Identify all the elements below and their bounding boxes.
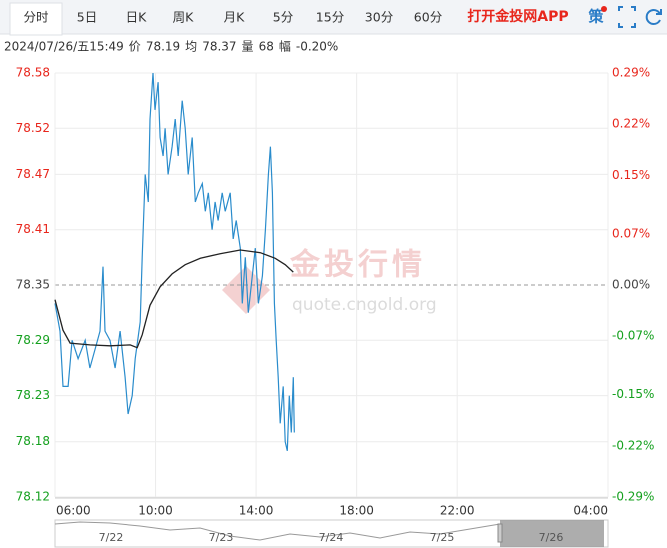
- y-tick-label: 78.47: [16, 167, 50, 181]
- fullscreen-icon[interactable]: [618, 6, 636, 28]
- watermark-url: quote.cngold.org: [292, 295, 437, 315]
- series-line: [54, 72, 295, 452]
- x-tick-label: 06:00: [56, 504, 91, 518]
- y-tick-label: 78.18: [16, 434, 50, 448]
- series-line: [54, 249, 294, 349]
- y-tick-label: 78.41: [16, 222, 50, 236]
- y-tick-label: 78.23: [16, 388, 50, 402]
- strategy-button[interactable]: 策: [587, 8, 604, 26]
- refresh-icon[interactable]: [645, 9, 662, 25]
- info-item: 78.37: [202, 40, 236, 54]
- y-tick-label: 78.58: [16, 66, 50, 80]
- tab[interactable]: 5日: [77, 10, 97, 25]
- y2-tick-label: -0.29%: [612, 490, 654, 504]
- y-tick-label: 78.35: [16, 278, 50, 292]
- navigator-line: [54, 521, 501, 541]
- navigator-date: 7/25: [430, 531, 455, 544]
- y2-tick-label: -0.22%: [612, 438, 654, 452]
- info-item: -0.20%: [296, 40, 338, 54]
- y2-tick-label: 0.29%: [612, 66, 650, 80]
- y-tick-label: 78.52: [16, 121, 50, 135]
- info-item: 2024/07/26/五15:49: [4, 40, 124, 54]
- y2-tick-label: 0.22%: [612, 117, 650, 131]
- navigator-date: 7/22: [99, 531, 124, 544]
- y2-tick-label: 0.07%: [612, 226, 650, 240]
- tab[interactable]: 月K: [224, 10, 246, 25]
- navigator-date: 7/24: [319, 531, 344, 544]
- watermark-title: 金投行情: [289, 248, 426, 283]
- y2-tick-label: 0.00%: [612, 278, 650, 292]
- x-tick-label: 10:00: [138, 504, 173, 518]
- tab[interactable]: 15分: [316, 10, 344, 25]
- info-item: 价: [129, 40, 141, 54]
- tab[interactable]: 日K: [126, 10, 148, 25]
- info-item: 均: [185, 40, 197, 54]
- tab[interactable]: 30分: [365, 10, 393, 25]
- y-tick-label: 78.29: [16, 333, 50, 347]
- x-tick-label: 22:00: [440, 504, 475, 518]
- tab[interactable]: 周K: [173, 10, 195, 25]
- x-tick-label: 18:00: [339, 504, 374, 518]
- x-tick-label: 04:00: [573, 504, 608, 518]
- tab[interactable]: 60分: [414, 10, 442, 25]
- navigator-date: 7/26: [539, 531, 564, 544]
- info-item: 幅: [279, 39, 291, 54]
- info-item: 68: [259, 40, 274, 54]
- y2-tick-label: -0.15%: [612, 387, 654, 401]
- navigator-window[interactable]: [500, 520, 604, 547]
- navigator-handle[interactable]: [497, 523, 503, 543]
- y-tick-label: 78.12: [16, 490, 50, 504]
- x-tick-label: 14:00: [239, 504, 274, 518]
- navigator-date: 7/23: [209, 531, 234, 544]
- app-link[interactable]: 打开金投网APP: [467, 8, 568, 25]
- active-tab-bg: [9, 2, 63, 36]
- tab-bar: [0, 0, 667, 34]
- tab[interactable]: 5分: [273, 10, 293, 25]
- y2-tick-label: -0.07%: [612, 329, 654, 343]
- y2-tick-label: 0.15%: [612, 168, 650, 182]
- notify-dot: [601, 6, 607, 12]
- tab[interactable]: 分时: [23, 10, 49, 25]
- info-item: 78.19: [146, 40, 180, 54]
- info-item: 量: [242, 40, 254, 54]
